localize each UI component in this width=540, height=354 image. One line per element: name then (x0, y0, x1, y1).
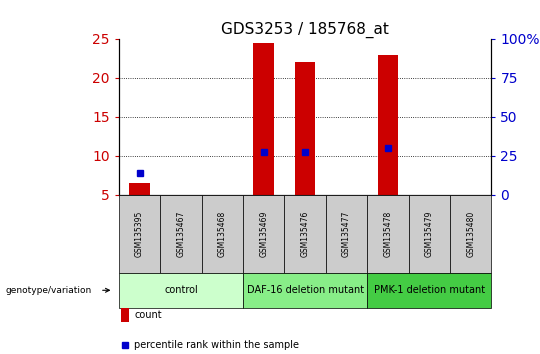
FancyBboxPatch shape (367, 273, 491, 308)
Bar (295, 62, 315, 195)
FancyBboxPatch shape (450, 195, 491, 273)
FancyBboxPatch shape (119, 273, 243, 308)
Text: GSM135467: GSM135467 (177, 210, 185, 257)
FancyBboxPatch shape (285, 195, 326, 273)
FancyBboxPatch shape (119, 195, 160, 273)
Text: percentile rank within the sample: percentile rank within the sample (134, 339, 300, 350)
Text: GSM135468: GSM135468 (218, 211, 227, 257)
FancyBboxPatch shape (367, 195, 409, 273)
Text: GSM135480: GSM135480 (466, 211, 475, 257)
FancyBboxPatch shape (326, 195, 367, 273)
Text: GSM135479: GSM135479 (425, 210, 434, 257)
Text: GSM135395: GSM135395 (135, 210, 144, 257)
Text: genotype/variation: genotype/variation (5, 286, 92, 295)
Text: DAF-16 deletion mutant: DAF-16 deletion mutant (247, 285, 363, 295)
FancyBboxPatch shape (243, 273, 367, 308)
FancyBboxPatch shape (160, 195, 201, 273)
Bar (377, 55, 398, 195)
Bar (253, 43, 274, 195)
FancyBboxPatch shape (201, 195, 243, 273)
Text: control: control (164, 285, 198, 295)
Text: count: count (134, 310, 162, 320)
FancyBboxPatch shape (243, 195, 285, 273)
Text: GSM135476: GSM135476 (301, 210, 309, 257)
Text: GSM135478: GSM135478 (383, 211, 393, 257)
Bar (122, 308, 129, 322)
Bar (129, 183, 150, 195)
FancyBboxPatch shape (409, 195, 450, 273)
Title: GDS3253 / 185768_at: GDS3253 / 185768_at (221, 21, 389, 38)
Text: PMK-1 deletion mutant: PMK-1 deletion mutant (374, 285, 485, 295)
Text: GSM135477: GSM135477 (342, 210, 351, 257)
Text: GSM135469: GSM135469 (259, 210, 268, 257)
